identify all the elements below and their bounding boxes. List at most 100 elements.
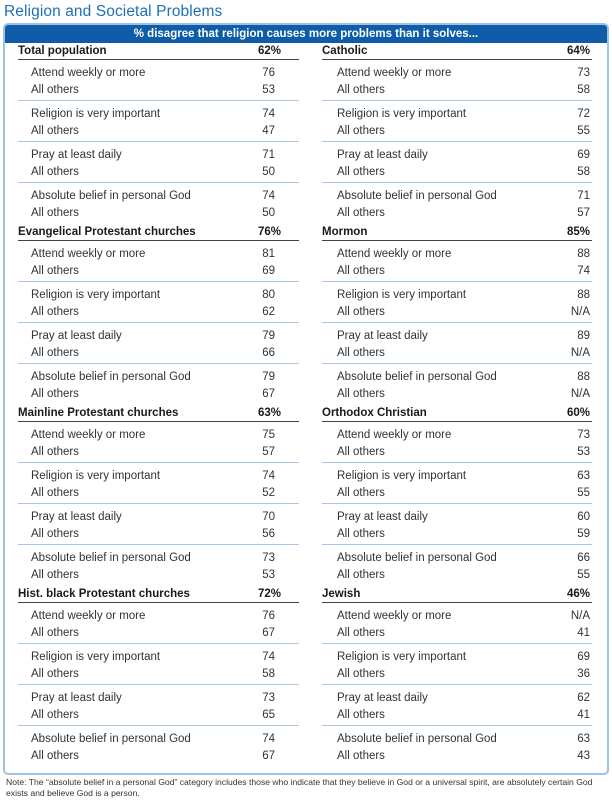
section-value: 72% — [257, 588, 281, 600]
section: Mainline Protestant churches 63% Attend we… — [18, 405, 299, 586]
section-header: Hist. black Protestant churches 72% — [18, 586, 299, 603]
row-value: 73 — [577, 428, 590, 441]
row-label: Pray at least daily — [31, 148, 122, 161]
row-label: All others — [31, 124, 79, 137]
table-row: Pray at least daily 60 — [322, 508, 592, 525]
right-column: Catholic 64% Attend weekly or more 73 All ot… — [322, 43, 592, 767]
row-value: 41 — [577, 708, 590, 721]
row-value: 53 — [262, 568, 275, 581]
row-value: 70 — [262, 510, 275, 523]
row-value: 66 — [577, 551, 590, 564]
row-value: 55 — [577, 124, 590, 137]
row-label: All others — [31, 486, 79, 499]
row-value: 41 — [577, 626, 590, 639]
section-value: 46% — [566, 588, 590, 600]
table-row: All others 57 — [322, 204, 592, 221]
row-value: 58 — [577, 165, 590, 178]
row-label: All others — [337, 626, 385, 639]
row-value: 62 — [577, 691, 590, 704]
row-value: 67 — [262, 626, 275, 639]
section-header: Mormon 85% — [322, 224, 592, 241]
row-label: Attend weekly or more — [31, 609, 146, 622]
row-label: Religion is very important — [31, 469, 161, 482]
row-label: Pray at least daily — [31, 329, 122, 342]
row-group: Pray at least daily 62 All others 41 — [322, 685, 592, 726]
table-row: All others 74 — [322, 262, 592, 279]
row-value: 65 — [262, 708, 275, 721]
row-label: All others — [337, 568, 385, 581]
section-header: Evangelical Protestant churches 76% — [18, 224, 299, 241]
row-value: 88 — [577, 247, 590, 260]
row-value: 74 — [262, 732, 275, 745]
table-row: Absolute belief in personal God 66 — [322, 549, 592, 566]
table-row: Absolute belief in personal God 88 — [322, 368, 592, 385]
section-value: 76% — [257, 226, 281, 238]
row-label: Religion is very important — [337, 107, 467, 120]
row-value: 43 — [577, 749, 590, 762]
row-group: Religion is very important 69 All others 36 — [322, 644, 592, 685]
row-group: Religion is very important 74 All others 47 — [18, 101, 299, 142]
table-row: Attend weekly or more 76 — [18, 607, 299, 624]
table-row: Pray at least daily 79 — [18, 327, 299, 344]
table-row: All others 59 — [322, 525, 592, 542]
table-row: Pray at least daily 73 — [18, 689, 299, 706]
row-label: All others — [337, 346, 385, 359]
row-value: 79 — [262, 370, 275, 383]
table-row: All others 65 — [18, 706, 299, 723]
row-label: All others — [337, 445, 385, 458]
section: Mormon 85% Attend weekly or more 88 All othe… — [322, 224, 592, 405]
row-label: Religion is very important — [337, 469, 467, 482]
table-row: All others 55 — [322, 566, 592, 583]
row-label: All others — [337, 165, 385, 178]
table-row: All others 50 — [18, 163, 299, 180]
row-value: 69 — [577, 148, 590, 161]
row-value: 36 — [577, 667, 590, 680]
row-value: 74 — [262, 469, 275, 482]
table-row: All others 41 — [322, 624, 592, 641]
section-name: Total population — [18, 45, 107, 57]
table-row: Attend weekly or more N/A — [322, 607, 592, 624]
row-value: 74 — [262, 107, 275, 120]
table-row: Pray at least daily 69 — [322, 146, 592, 163]
row-value: 58 — [262, 667, 275, 680]
row-label: All others — [31, 667, 79, 680]
table-row: All others 69 — [18, 262, 299, 279]
row-label: Attend weekly or more — [31, 428, 146, 441]
row-value: 57 — [262, 445, 275, 458]
row-value: 67 — [262, 749, 275, 762]
row-value: 63 — [577, 732, 590, 745]
table-row: Religion is very important 74 — [18, 648, 299, 665]
row-label: Absolute belief in personal God — [31, 551, 191, 564]
row-value: 66 — [262, 346, 275, 359]
row-value: N/A — [570, 609, 590, 622]
section-name: Orthodox Christian — [322, 407, 427, 419]
row-label: Pray at least daily — [337, 510, 428, 523]
table-row: Religion is very important 69 — [322, 648, 592, 665]
row-value: 73 — [577, 66, 590, 79]
row-value: 57 — [577, 206, 590, 219]
table-row: Absolute belief in personal God 73 — [18, 549, 299, 566]
table-row: Attend weekly or more 73 — [322, 426, 592, 443]
table-row: Attend weekly or more 75 — [18, 426, 299, 443]
section-header: Jewish 46% — [322, 586, 592, 603]
table-row: Attend weekly or more 88 — [322, 245, 592, 262]
row-value: 50 — [262, 165, 275, 178]
table-row: All others 50 — [18, 204, 299, 221]
row-value: 63 — [577, 469, 590, 482]
row-group: Religion is very important 80 All others 62 — [18, 282, 299, 323]
row-label: All others — [337, 124, 385, 137]
table-row: Absolute belief in personal God 79 — [18, 368, 299, 385]
row-label: All others — [31, 165, 79, 178]
row-label: Religion is very important — [31, 650, 161, 663]
table-row: Absolute belief in personal God 74 — [18, 730, 299, 747]
table-row: Religion is very important 88 — [322, 286, 592, 303]
table-row: Attend weekly or more 73 — [322, 64, 592, 81]
row-group: Religion is very important 63 All others 55 — [322, 463, 592, 504]
row-label: All others — [337, 749, 385, 762]
table-header: % disagree that religion causes more pro… — [5, 25, 607, 43]
row-value: 53 — [577, 445, 590, 458]
page-title: Religion and Societal Problems — [4, 3, 223, 20]
row-label: Pray at least daily — [31, 510, 122, 523]
table-row: All others 57 — [18, 443, 299, 460]
row-label: All others — [337, 486, 385, 499]
